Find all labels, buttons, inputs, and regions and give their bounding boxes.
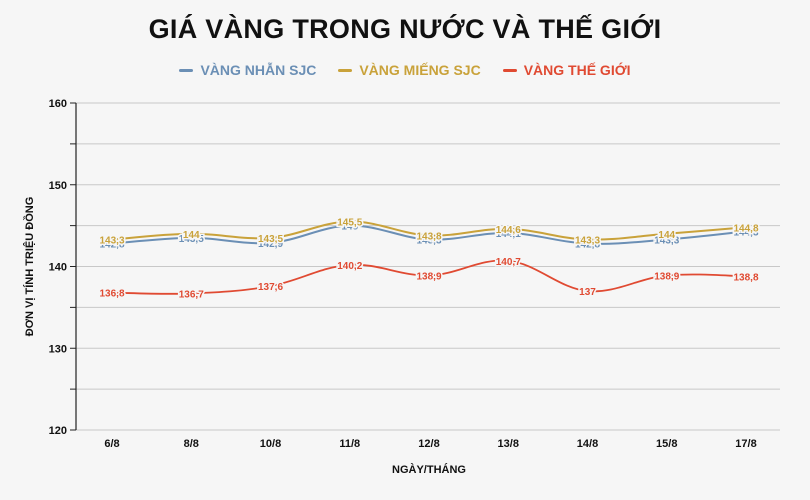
data-label: 145,5 [337, 218, 362, 229]
y-axis-title: ĐƠN VỊ TÍNH TRIỆU ĐỒNG [23, 197, 36, 337]
y-tick-label: 130 [49, 343, 67, 355]
x-tick-label: 11/8 [339, 438, 360, 450]
data-label: 137,6 [258, 282, 283, 293]
y-tick-label: 140 [49, 262, 67, 274]
data-label: 140,2 [337, 261, 362, 272]
data-label: 144,8 [733, 223, 758, 234]
x-axis-title: NGÀY/THÁNG [392, 463, 466, 476]
data-label: 144,3 [733, 227, 758, 238]
x-tick-label: 8/8 [184, 438, 199, 450]
legend-swatch-nhan-sjc [179, 68, 194, 72]
data-label: 143,8 [416, 231, 441, 242]
x-tick-label: 17/8 [735, 438, 756, 450]
y-tick-label: 160 [49, 98, 67, 110]
data-label: 136,8 [99, 289, 124, 300]
data-label: 136,7 [179, 289, 204, 300]
data-label: 138,8 [733, 272, 758, 283]
legend-item-nhan-sjc: VÀNG NHẪN SJC [179, 62, 316, 78]
data-label: 142,8 [575, 240, 600, 251]
x-tick-label: 10/8 [260, 438, 281, 450]
legend-swatch-the-gioi [502, 68, 517, 72]
legend-item-mieng-sjc: VÀNG MIẾNG SJC [338, 62, 481, 78]
data-label: 138,9 [654, 271, 679, 282]
series-line-the-gioi [111, 259, 747, 295]
series-line-mieng-sjc [111, 220, 747, 241]
x-tick-label: 12/8 [418, 438, 439, 450]
data-label: 145 [341, 222, 358, 233]
data-label: 144 [183, 230, 200, 241]
data-label: 137 [579, 287, 596, 298]
data-label: 144 [658, 230, 675, 241]
x-tick-label: 14/8 [577, 438, 598, 450]
legend-label-the-gioi: VÀNG THẾ GIỚI [523, 62, 631, 78]
data-label: 143,3 [99, 236, 124, 247]
x-tick-label: 15/8 [656, 438, 677, 450]
x-tick-label: 6/8 [104, 438, 119, 450]
y-tick-label: 150 [49, 180, 67, 192]
legend-label-mieng-sjc: VÀNG MIẾNG SJC [359, 62, 481, 78]
x-tick-label: 13/8 [498, 438, 519, 450]
legend-label-nhan-sjc: VÀNG NHẪN SJC [200, 62, 317, 78]
data-label: 142,8 [99, 240, 124, 251]
chart-legend: VÀNG NHẪN SJC VÀNG MIẾNG SJC VÀNG THẾ GI… [0, 62, 810, 78]
data-label: 142,9 [258, 239, 283, 250]
data-label: 143,5 [179, 234, 204, 245]
data-label: 140,7 [496, 257, 521, 268]
y-tick-label: 120 [49, 425, 67, 437]
data-label: 144,6 [496, 225, 521, 236]
data-label: 143,3 [416, 236, 441, 247]
legend-swatch-mieng-sjc [338, 68, 353, 72]
data-label: 143,3 [654, 236, 679, 247]
data-label: 138,9 [416, 271, 441, 282]
legend-item-the-gioi: VÀNG THẾ GIỚI [502, 62, 631, 78]
series-line-nhan-sjc [111, 224, 747, 245]
data-label: 143,5 [258, 234, 283, 245]
chart-title: GIÁ VÀNG TRONG NƯỚC VÀ THẾ GIỚI [148, 14, 662, 44]
data-label: 144,1 [496, 229, 521, 240]
data-label: 143,3 [575, 236, 600, 247]
